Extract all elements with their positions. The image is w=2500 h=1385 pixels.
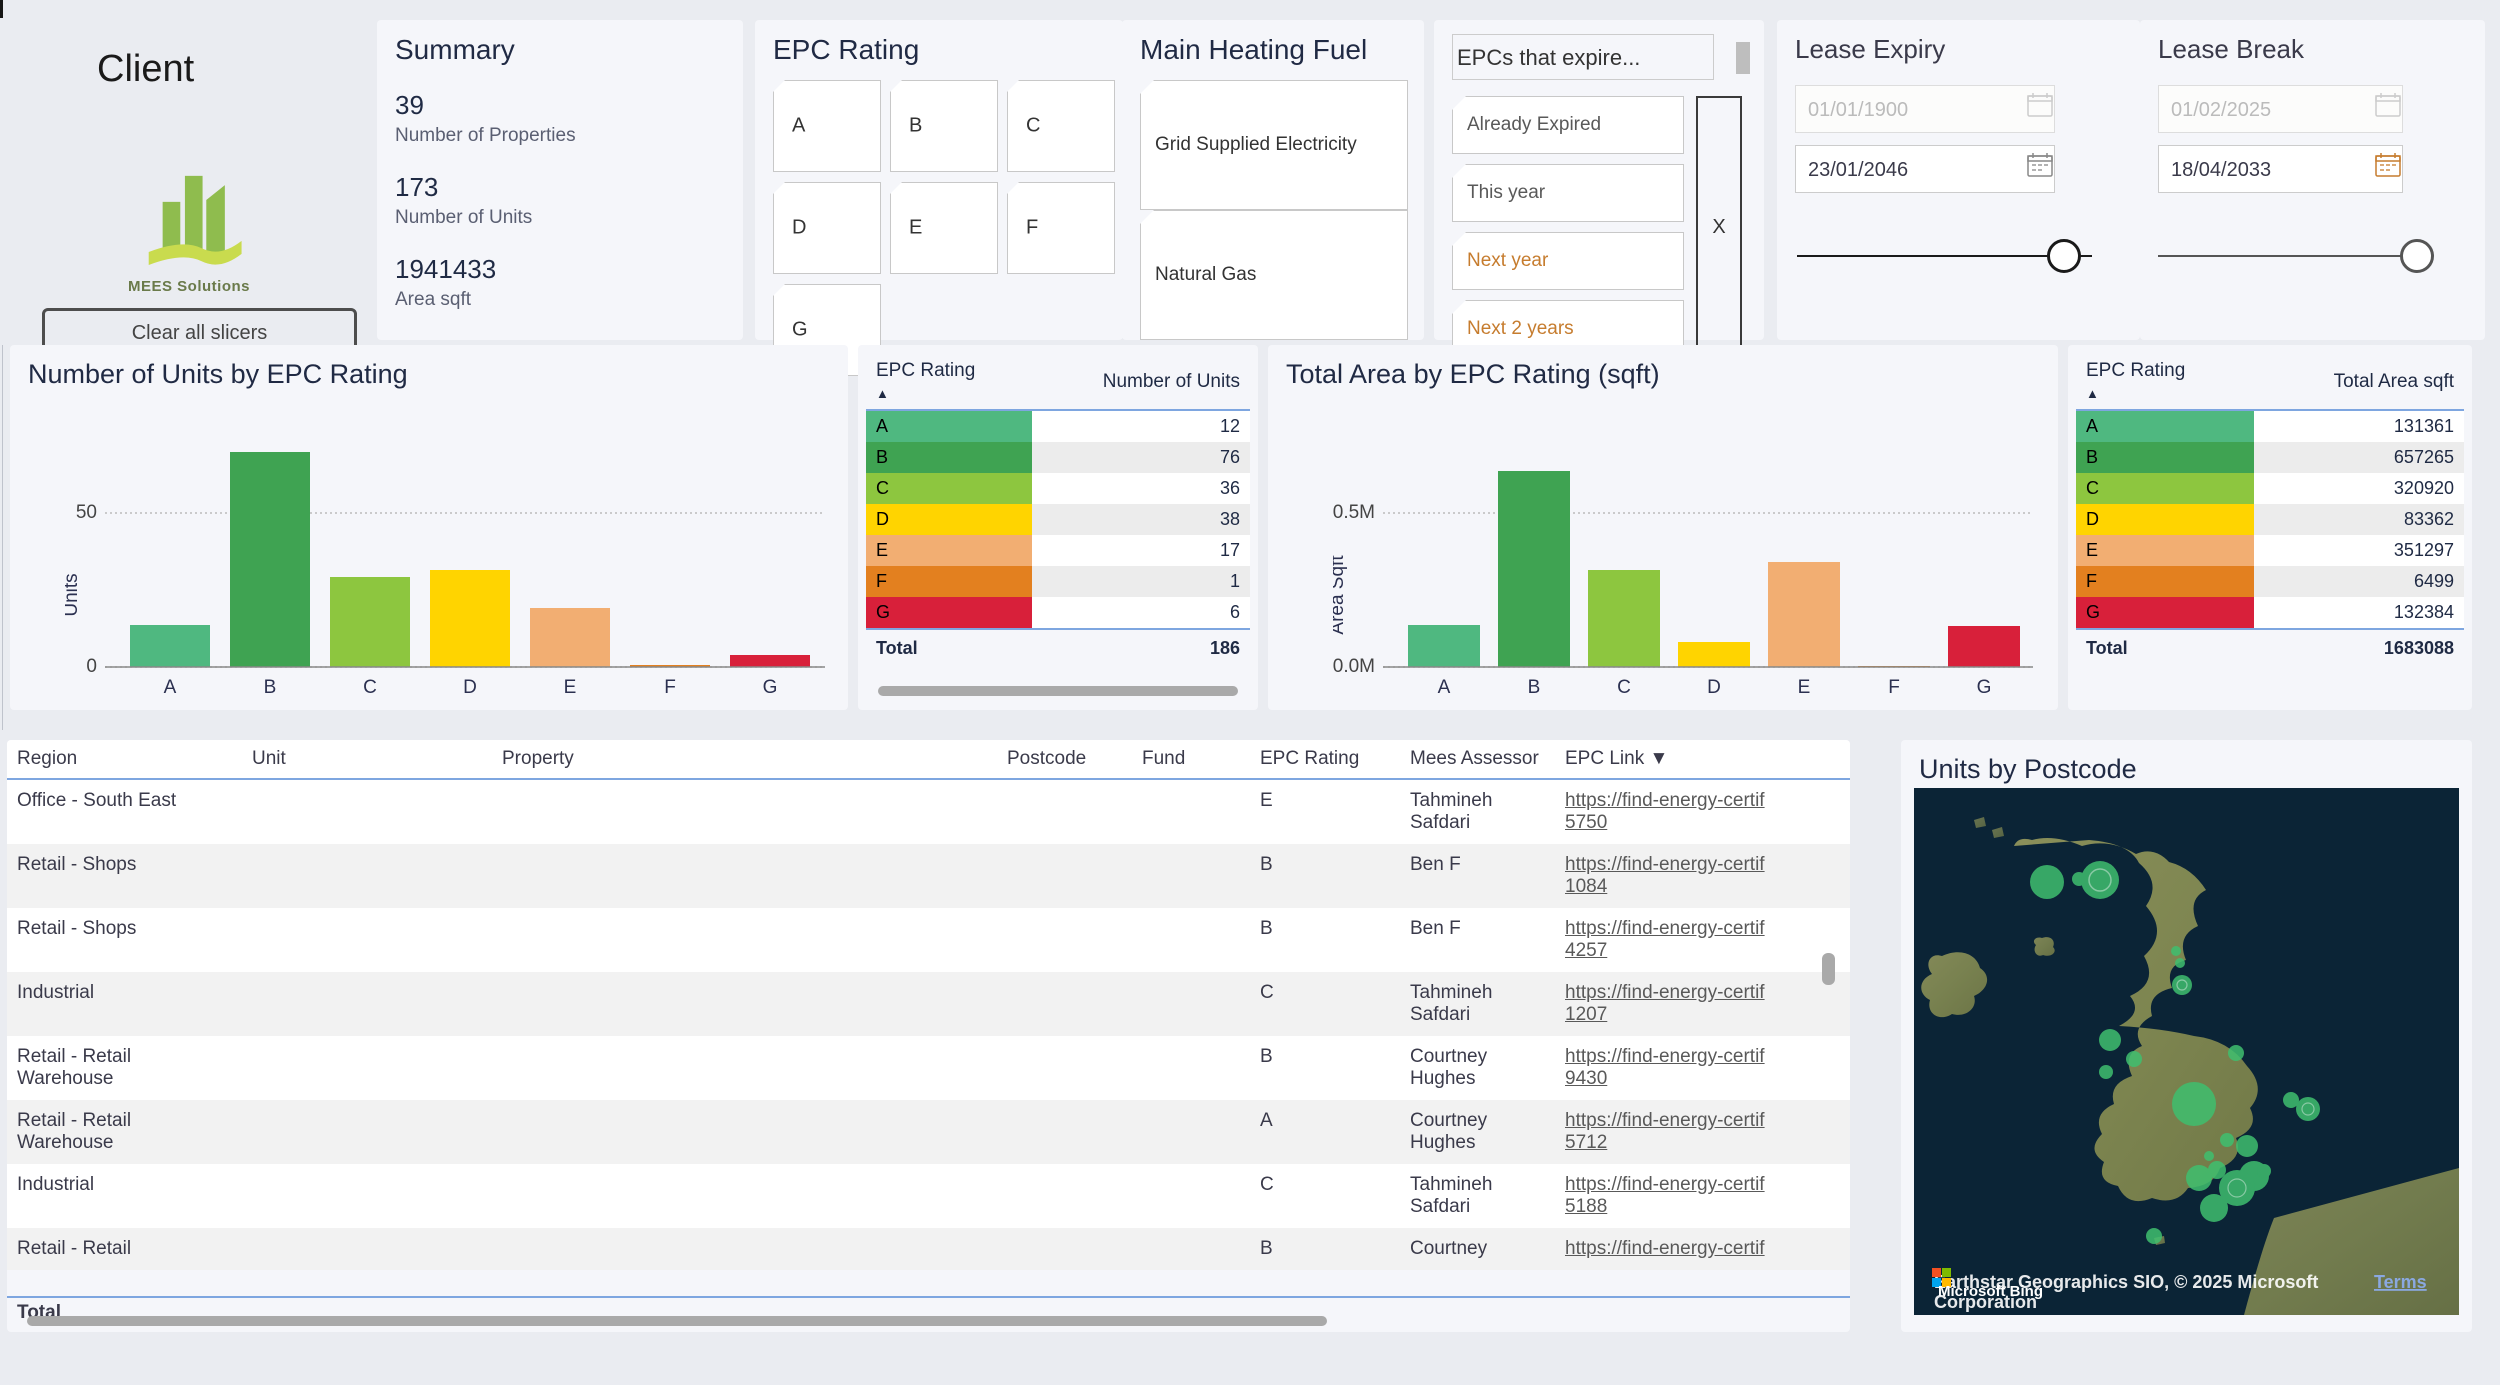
svg-text:C: C [1617, 677, 1631, 698]
svg-text:F: F [1888, 677, 1900, 698]
svg-text:0.5M: 0.5M [1333, 502, 1375, 523]
svg-text:A: A [1438, 677, 1451, 698]
svg-text:50: 50 [76, 502, 97, 523]
svg-text:B: B [264, 677, 277, 698]
svg-text:Units: Units [65, 573, 82, 616]
svg-text:G: G [763, 677, 778, 698]
svg-text:B: B [1528, 677, 1541, 698]
svg-text:D: D [463, 677, 477, 698]
svg-text:0.0M: 0.0M [1333, 656, 1375, 677]
svg-text:E: E [1798, 677, 1811, 698]
svg-text:Terms: Terms [2374, 1272, 2427, 1292]
svg-text:Microsoft Bing: Microsoft Bing [1938, 1283, 2043, 1300]
svg-text:C: C [363, 677, 377, 698]
svg-text:E: E [564, 677, 577, 698]
svg-text:F: F [664, 677, 676, 698]
svg-text:Area Sqft: Area Sqft [1333, 555, 1348, 635]
svg-text:D: D [1707, 677, 1721, 698]
svg-text:G: G [1977, 677, 1992, 698]
svg-text:0: 0 [86, 656, 97, 677]
svg-text:A: A [164, 677, 177, 698]
